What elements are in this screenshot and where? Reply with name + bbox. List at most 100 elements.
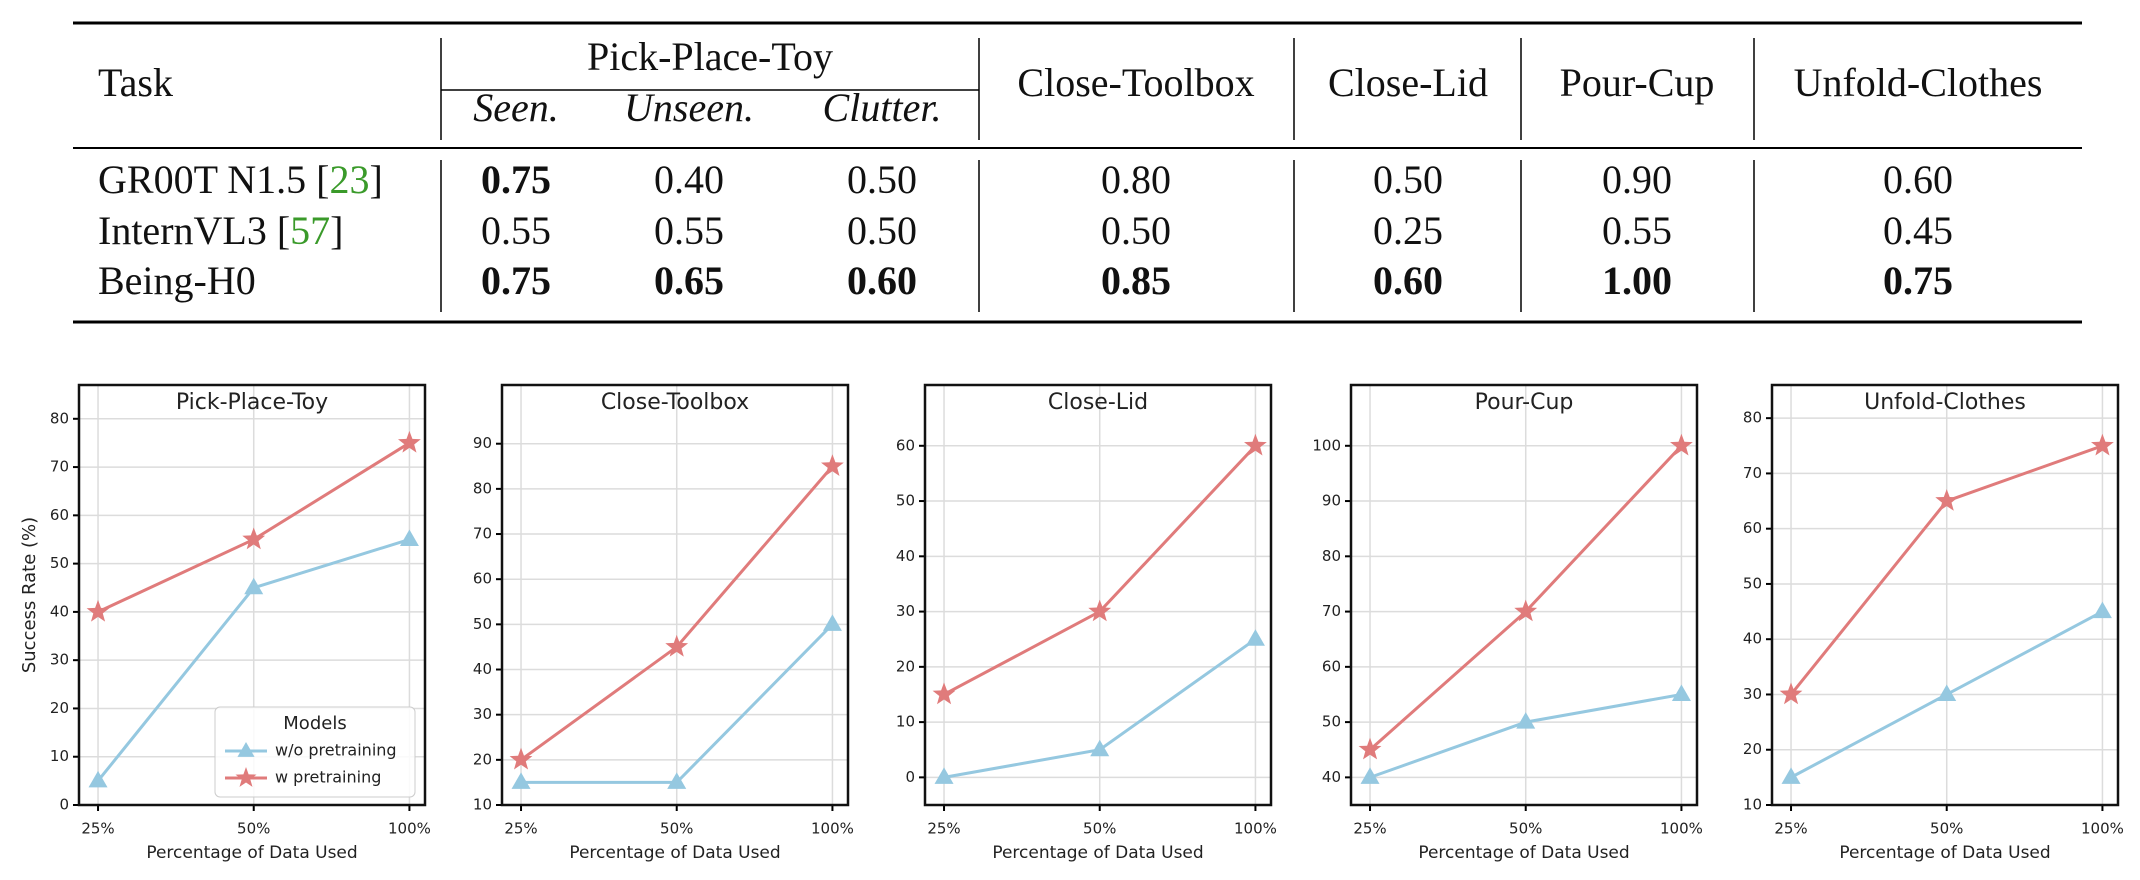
chart: 40 50 60 70 80 90 100 25% 50% 100% Pour-Cup Percent… <box>1312 383 1703 863</box>
plot-frame <box>923 383 1273 807</box>
y-tick-label: 80 <box>1743 409 1762 427</box>
y-tick-label: 100 <box>1312 436 1341 454</box>
y-tick-label: 80 <box>1322 547 1341 565</box>
y-tick-label: 60 <box>473 570 492 588</box>
marker <box>2091 433 2114 456</box>
cell: 0.45 <box>1883 208 1953 253</box>
table: Task Pick-Place-Toy <box>73 21 2082 324</box>
marker <box>398 430 421 453</box>
cell: 0.75 <box>481 157 551 202</box>
y-tick-label: 50 <box>896 492 915 510</box>
y-tick-label: 10 <box>1743 796 1762 814</box>
y-tick-label: 40 <box>50 602 69 620</box>
citation: ] <box>370 157 383 202</box>
y-tick-label: 80 <box>50 409 69 427</box>
sub-header-cell: Seen. <box>473 85 559 130</box>
x-tick-label: 100% <box>1660 820 1703 838</box>
legend-marker <box>235 767 257 787</box>
header-cell: Unfold-Clothes <box>1794 60 2043 105</box>
plot-frame <box>1770 383 2120 807</box>
header-cell: Pick-Place-Toy <box>587 34 833 79</box>
y-tick-label: 70 <box>1743 464 1762 482</box>
x-tick-label: 100% <box>1234 820 1277 838</box>
legend-marker <box>237 742 255 757</box>
cell: 0.50 <box>1101 208 1171 253</box>
x-axis-label: Percentage of Data Used <box>1418 843 1629 863</box>
marker <box>1088 599 1112 622</box>
x-axis-label: Percentage of Data Used <box>146 843 357 863</box>
chart: 0 10 20 30 40 50 60 70 80 25% 50% 100% Pick-Place-To… <box>19 383 431 863</box>
marker <box>1781 767 1801 784</box>
chart: 0 10 20 30 40 50 60 25% 50% 100% Close-Lid Percenta… <box>896 383 1277 863</box>
y-tick-label: 10 <box>50 747 69 765</box>
sub-header-cell: Clutter. <box>823 85 942 130</box>
y-axis-label: Success Rate (%) <box>19 517 40 673</box>
y-tick-label: 90 <box>473 434 492 452</box>
cell: 0.60 <box>1373 258 1443 303</box>
y-tick-label: 50 <box>1322 713 1341 731</box>
marker <box>1358 737 1382 760</box>
y-tick-label: 30 <box>50 651 69 669</box>
y-tick-label: 30 <box>896 602 915 620</box>
x-tick-label: 25% <box>927 820 960 838</box>
marker <box>399 529 419 546</box>
chart-title: Pick-Place-Toy <box>176 390 328 415</box>
marker <box>667 772 687 789</box>
header-cell: Task <box>98 60 173 105</box>
x-tick-label: 25% <box>504 820 537 838</box>
citation: 23 <box>330 157 370 202</box>
y-tick-label: 60 <box>50 506 69 524</box>
cell: 0.50 <box>1373 157 1443 202</box>
marker <box>88 770 108 788</box>
y-tick-label: 50 <box>1743 574 1762 592</box>
header-cell: Close-Lid <box>1328 60 1488 105</box>
cell: 0.50 <box>847 208 917 253</box>
plot-frame <box>500 383 850 807</box>
marker <box>511 772 531 789</box>
chart-title: Unfold-Clothes <box>1864 390 2026 415</box>
row-label: Being-H0 <box>98 258 256 303</box>
y-tick-label: 50 <box>50 554 69 572</box>
sub-header-cell: Unseen. <box>624 85 754 130</box>
x-tick-label: 25% <box>1774 820 1807 838</box>
y-tick-label: 70 <box>50 458 69 476</box>
legend-label: w/o pretraining <box>275 741 397 760</box>
marker <box>822 614 842 631</box>
y-tick-label: 10 <box>473 796 492 814</box>
y-tick-label: 20 <box>50 699 69 717</box>
legend-title: Models <box>283 713 346 734</box>
y-tick-label: 50 <box>473 615 492 633</box>
x-tick-label: 25% <box>81 820 114 838</box>
y-tick-label: 0 <box>59 796 69 814</box>
chart-title: Pour-Cup <box>1475 390 1574 415</box>
marker <box>1671 684 1691 701</box>
x-tick-label: 50% <box>660 820 693 838</box>
marker <box>1514 599 1538 622</box>
legend-label: w pretraining <box>275 768 381 787</box>
chart-title: Close-Toolbox <box>601 390 749 415</box>
x-tick-label: 100% <box>2081 820 2124 838</box>
marker <box>665 634 689 657</box>
row-label: GR00T N1.5 [23] <box>98 157 383 202</box>
y-tick-label: 40 <box>896 547 915 565</box>
model-name: Being-H0 <box>98 258 256 303</box>
marker <box>1937 684 1957 701</box>
y-tick-label: 90 <box>1322 492 1341 510</box>
cell: 0.50 <box>847 157 917 202</box>
chart: 10 20 30 40 50 60 70 80 90 25% 50% 100% Close-Toolbo… <box>473 383 854 863</box>
header-cell: Close-Toolbox <box>1017 60 1254 105</box>
y-tick-label: 60 <box>1322 657 1341 675</box>
cell: 0.55 <box>481 208 551 253</box>
y-tick-label: 0 <box>905 768 915 786</box>
cell: 0.55 <box>654 208 724 253</box>
y-tick-label: 30 <box>1743 685 1762 703</box>
citation: [ <box>316 157 329 202</box>
x-tick-label: 100% <box>388 820 431 838</box>
cell: 0.75 <box>481 258 551 303</box>
cell: 0.40 <box>654 157 724 202</box>
y-tick-label: 40 <box>1743 630 1762 648</box>
row-label: InternVL3 [57] <box>98 208 343 253</box>
cell: 0.75 <box>1883 258 1953 303</box>
y-tick-label: 60 <box>896 436 915 454</box>
y-tick-label: 30 <box>473 705 492 723</box>
